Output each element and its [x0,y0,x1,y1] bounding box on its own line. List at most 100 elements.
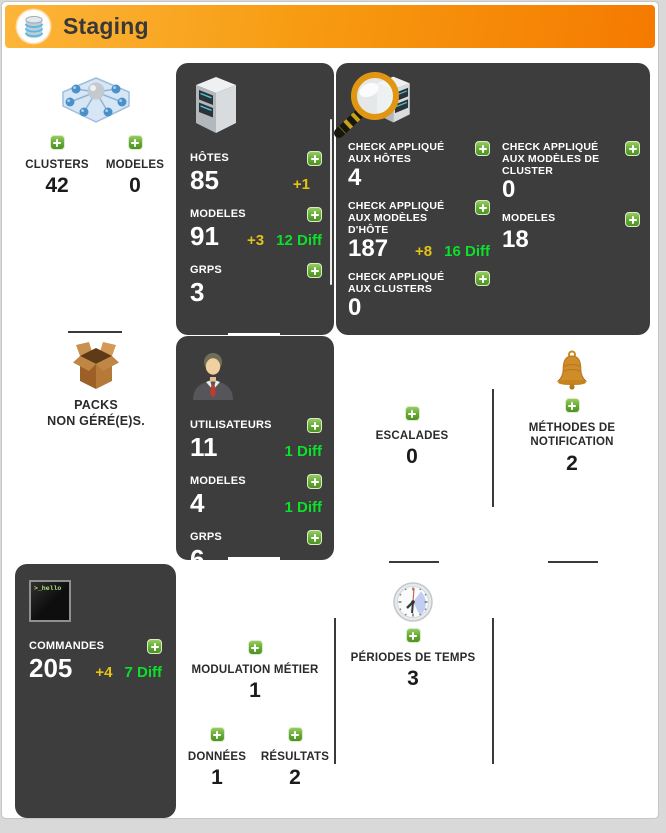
resultats-cell: RÉSULTATS 2 [256,727,334,790]
stat-label: GRPS [190,264,222,277]
stat-label: GRPS [190,531,222,544]
stat-value: 4 [190,488,205,518]
divider [228,333,280,336]
hosts-stat: HÔTES 85 +1 [190,150,322,197]
notification-methods-value: 2 [566,451,578,475]
modulation-label: MODULATION MÉTIER [191,664,319,676]
delta-badge: +4 [95,664,113,681]
check-host-models-stat: CHECK APPLIQUÉ AUX MODÈLES D'HÔTE 187 +8… [348,200,490,264]
user-groups-stat: GRPS 6 [190,529,322,576]
hosts-card-scrollbar[interactable] [330,119,332,285]
database-icon [17,10,50,43]
host-models-stat: MODELES 91 +3 12 Diff [190,206,322,253]
add-icon[interactable] [307,151,322,166]
packs-label: PACKS [74,398,118,412]
stat-value: 18 [502,226,529,254]
hosts-card: HÔTES 85 +1 MODELES 91 [176,63,334,335]
donnees-cell: DONNÉES 1 [181,727,253,790]
time-periods-label: PÉRIODES DE TEMPS [350,652,476,664]
notification-methods-cell: MÉTHODES DE NOTIFICATION 2 [506,350,638,476]
divider [492,618,494,764]
stat-label: HÔTES [190,152,229,165]
cluster-network-icon [62,77,130,123]
cluster-models-stat: MODELES 0 [99,135,171,198]
add-icon[interactable] [127,135,143,150]
add-icon[interactable] [307,263,322,278]
divider [68,331,122,333]
escalades-cell: ESCALADES 0 [346,406,478,469]
terminal-text: >_hello [34,585,62,592]
stat-label: MODELES [190,208,246,221]
diff-badge: 1 Diff [284,499,323,516]
stat-value: 205 [29,653,73,683]
stat-label: MODELES [105,159,165,171]
add-icon[interactable] [147,639,162,654]
add-icon[interactable] [475,141,490,156]
stat-value: 0 [348,294,362,322]
business-modulation-cell: MODULATION MÉTIER 1 [184,640,326,703]
add-icon[interactable] [209,727,225,742]
stat-label: CHECK APPLIQUÉ AUX CLUSTERS [348,271,445,296]
stat-label: CLUSTERS [25,159,89,171]
time-periods-cell: PÉRIODES DE TEMPS 3 [347,582,479,691]
delta-badge: +1 [292,176,310,193]
resultats-value: 2 [289,766,301,790]
clusters-cell: CLUSTERS 42 MODELES 0 [17,76,175,198]
divider [548,561,598,563]
stat-value: 0 [502,176,516,204]
checks-right-column: CHECK APPLIQUÉ AUX MODÈLES DE CLUSTER 0 … [502,141,640,262]
notification-methods-label-line2: NOTIFICATION [530,436,614,449]
stat-value: 3 [190,277,205,307]
stat-label: CHECK APPLIQUÉ AUX HÔTES [348,141,445,166]
checks-card: CHECK APPLIQUÉ AUX HÔTES 4 CHECK APPLIQU… [334,63,650,335]
delta-badge: +3 [247,232,265,249]
add-icon[interactable] [307,474,322,489]
bell-icon [556,350,588,390]
divider [228,557,280,560]
host-groups-stat: GRPS 3 [190,262,322,309]
packs-label-line2: NON GÉRÉ(E)S. [47,413,145,428]
stat-value: 42 [45,174,69,198]
stat-value: 6 [190,544,205,574]
add-icon[interactable] [307,418,322,433]
stat-value: 0 [129,174,141,198]
user-models-stat: MODELES 4 1 Diff [190,473,322,520]
stat-label: CHECK APPLIQUÉ AUX MODÈLES D'HÔTE [348,200,445,237]
escalades-label: ESCALADES [375,430,449,442]
diff-badge: 16 Diff [444,243,490,261]
open-box-icon [73,342,119,389]
donnees-value: 1 [211,766,223,790]
stat-value: 11 [190,432,218,462]
add-icon[interactable] [405,628,421,643]
commands-card: >_hello COMMANDES 205 +4 7 Diff [15,564,176,818]
add-icon[interactable] [404,406,420,421]
divider [492,389,494,507]
stat-value: 4 [348,164,362,192]
add-icon[interactable] [287,727,303,742]
add-icon[interactable] [564,398,580,413]
add-icon[interactable] [247,640,263,655]
stat-label: UTILISATEURS [190,419,272,432]
add-icon[interactable] [49,135,65,150]
add-icon[interactable] [475,271,490,287]
server-tower-icon [196,77,236,133]
diff-badge: 7 Diff [124,664,163,681]
add-icon[interactable] [625,141,640,156]
add-icon[interactable] [307,207,322,222]
diff-badge: 12 Diff [276,232,322,249]
resultats-label: RÉSULTATS [260,751,330,763]
page-header: Staging [5,5,655,48]
check-clusters-stat: CHECK APPLIQUÉ AUX CLUSTERS 0 [348,271,490,323]
stat-label: CHECK APPLIQUÉ AUX MODÈLES DE CLUSTER [502,141,600,178]
page-title: Staging [63,13,149,39]
staging-page: Staging [1,1,659,819]
add-icon[interactable] [625,212,640,228]
stat-label: MODELES [502,212,556,225]
add-icon[interactable] [475,200,490,216]
time-periods-value: 3 [407,667,419,691]
stat-label: MODELES [190,475,246,488]
magnifier-server-icon [334,72,410,138]
add-icon[interactable] [307,530,322,545]
commands-stat: COMMANDES 205 +4 7 Diff [29,638,162,685]
diff-badge: 1 Diff [284,443,323,460]
